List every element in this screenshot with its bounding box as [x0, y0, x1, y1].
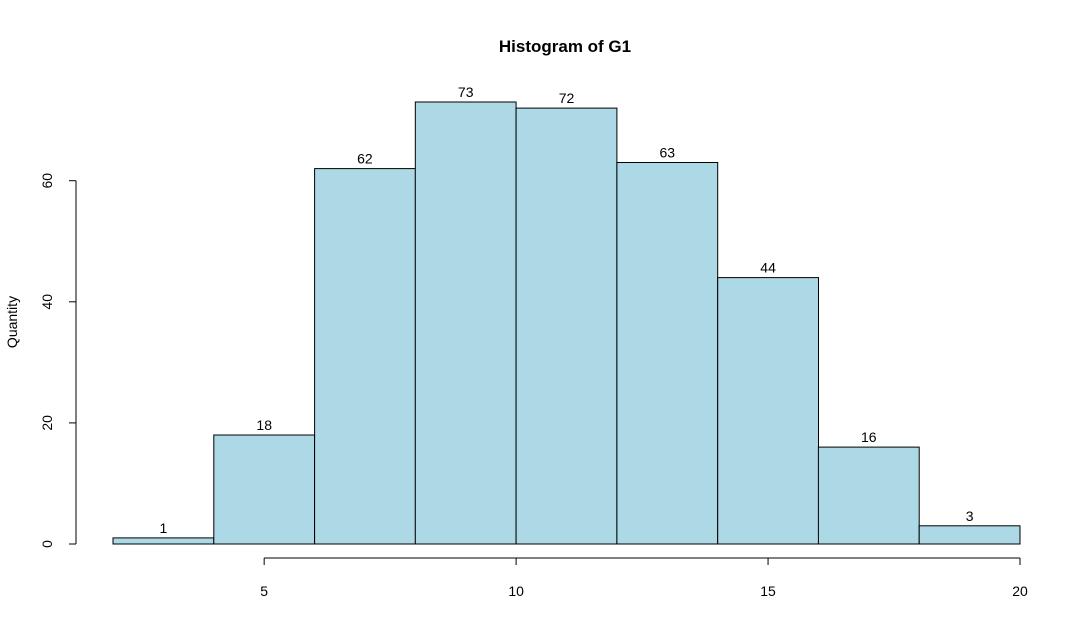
- y-axis: 0 20 40 60: [39, 173, 77, 548]
- x-tick-label: 5: [260, 583, 268, 599]
- y-tick-label: 20: [39, 415, 55, 431]
- histogram-bar: [213, 434, 316, 545]
- x-tick-label: 15: [760, 583, 776, 599]
- y-tick-label: 60: [39, 173, 55, 189]
- histogram-bar: [817, 446, 920, 545]
- x-tick-label: 20: [1012, 583, 1028, 599]
- bar-count-label: 62: [357, 151, 373, 167]
- data-labels-group: 1 18 62 73 72 63 44 16 3: [160, 84, 974, 536]
- histogram-bar: [515, 107, 618, 545]
- y-axis-title: Quantity: [4, 296, 20, 348]
- bar-count-label: 63: [660, 145, 676, 161]
- x-axis: 5 10 15 20: [260, 557, 1028, 599]
- chart-title: Histogram of G1: [499, 37, 631, 56]
- bar-count-label: 72: [559, 90, 575, 106]
- histogram-bar: [717, 277, 820, 545]
- histogram-bar: [918, 525, 1021, 545]
- bar-count-label: 73: [458, 84, 474, 100]
- bar-count-label: 16: [861, 429, 877, 445]
- y-tick-label: 0: [39, 540, 55, 548]
- bar-count-label: 3: [966, 508, 974, 524]
- y-tick-label: 40: [39, 294, 55, 310]
- histogram-bar: [414, 101, 517, 545]
- bar-count-label: 18: [256, 417, 272, 433]
- bars-group: [112, 101, 1021, 545]
- bar-count-label: 44: [760, 260, 776, 276]
- histogram-bar: [112, 537, 215, 545]
- histogram-bar: [314, 168, 416, 545]
- histogram-bar: [616, 162, 719, 545]
- bar-count-label: 1: [160, 520, 168, 536]
- x-tick-label: 10: [508, 583, 524, 599]
